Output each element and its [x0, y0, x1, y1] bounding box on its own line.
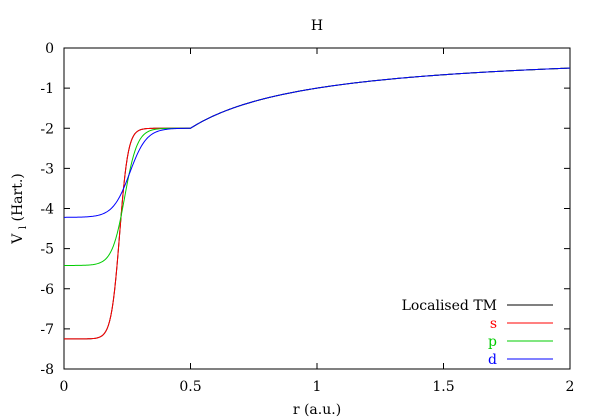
- y-tick-label: -7: [40, 322, 54, 338]
- chart-title: H: [311, 18, 323, 34]
- y-tick-label: -6: [40, 282, 54, 298]
- axis-ticks: 0 0.5 1 1.5 2 0 -1 -2 -3 -4 -5 -6 -7 -8: [40, 41, 574, 395]
- x-tick-label: 1.5: [432, 379, 454, 395]
- y-tick-label: -8: [40, 362, 54, 378]
- y-tick-label: 0: [45, 41, 54, 57]
- x-axis-label: r (a.u.): [293, 402, 341, 418]
- x-tick-label: 0.5: [179, 379, 201, 395]
- y-axis-label: V l (Hart.): [10, 173, 30, 244]
- y-tick-label: -1: [40, 81, 54, 97]
- legend-label-d: d: [488, 352, 497, 368]
- y-tick-label: -5: [40, 242, 54, 258]
- legend-label-local: Localised TM: [402, 298, 497, 314]
- series-line-p: [64, 67, 571, 266]
- x-tick-label: 0: [60, 379, 69, 395]
- y-tick-label: -2: [40, 121, 54, 137]
- y-tick-label: -3: [40, 161, 54, 177]
- legend-label-p: p: [488, 334, 497, 350]
- legend: Localised TM spd: [402, 298, 553, 368]
- y-axis-label-units: (Hart.): [10, 173, 26, 221]
- x-tick-label: 1: [313, 379, 322, 395]
- y-axis-label-main: V: [10, 233, 26, 245]
- series-line-d: [63, 67, 571, 218]
- y-tick-label: -4: [40, 202, 54, 218]
- y-axis-label-subscript: l: [18, 226, 29, 229]
- x-tick-label: 2: [566, 379, 575, 395]
- series-curves: [63, 67, 571, 340]
- legend-label-s: s: [490, 316, 497, 332]
